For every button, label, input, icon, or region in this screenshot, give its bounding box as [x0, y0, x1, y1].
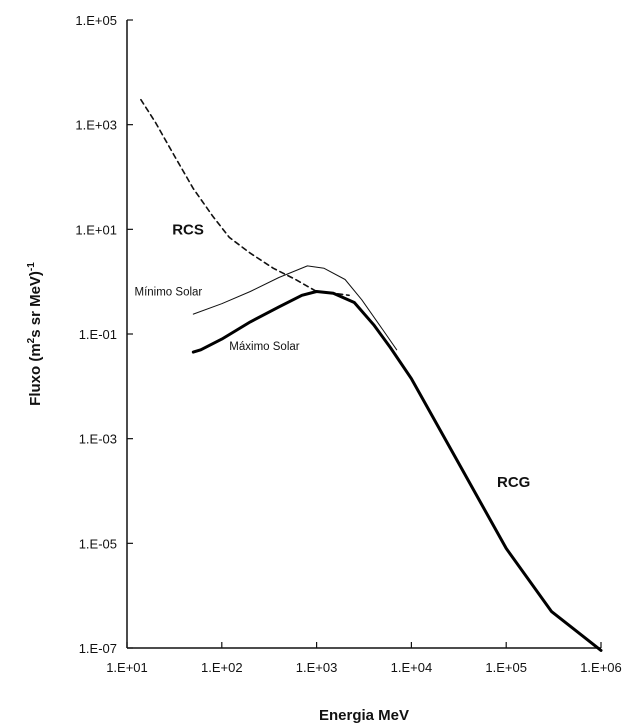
- x-axis-title: Energia MeV: [319, 707, 409, 724]
- y-tick-label: 1.E+03: [75, 118, 117, 133]
- x-tick-label: 1.E+04: [391, 660, 433, 675]
- y-tick-label: 1.E-05: [79, 536, 117, 551]
- x-tick-label: 1.E+06: [580, 660, 622, 675]
- annotations-group: RCS Mínimo Solar Máximo Solar RCG: [135, 221, 531, 490]
- y-axis-title: Fluxo (m2s sr MeV)-1: [26, 262, 44, 406]
- annotation-rcg: RCG: [497, 474, 530, 491]
- x-tick-label: 1.E+05: [485, 660, 527, 675]
- y-tick-label: 1.E-01: [79, 327, 117, 342]
- y-tick-label: 1.E-03: [79, 432, 117, 447]
- y-tick-label: 1.E+01: [75, 222, 117, 237]
- y-axis-title-sup1: 2: [26, 337, 37, 343]
- y-axis-title-sup2: -1: [26, 262, 37, 271]
- x-tick-label: 1.E+03: [296, 660, 338, 675]
- series-maximo-line: [191, 290, 603, 652]
- y-tick-label: 1.E-07: [79, 641, 117, 656]
- y-tick-label: 1.E+05: [75, 13, 117, 28]
- annotation-maximo: Máximo Solar: [229, 341, 299, 353]
- x-tick-label: 1.E+01: [106, 660, 148, 675]
- annotation-minimo: Mínimo Solar: [135, 286, 203, 298]
- y-axis-title-prefix: Fluxo (m: [27, 343, 44, 406]
- series-rcs-line: [140, 98, 350, 297]
- y-axis-title-mid: s sr MeV): [27, 271, 44, 338]
- series-minimo-line: [192, 265, 398, 351]
- x-tick-label: 1.E+02: [201, 660, 243, 675]
- axes: 1.E+01 1.E+02 1.E+03 1.E+04 1.E+05 1.E+06 1.E+…: [75, 13, 621, 675]
- annotation-rcs: RCS: [172, 221, 204, 238]
- series-group: [140, 98, 603, 652]
